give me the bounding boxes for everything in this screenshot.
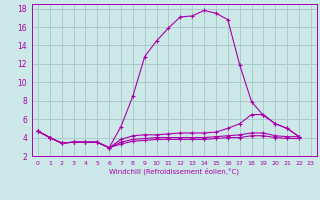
X-axis label: Windchill (Refroidissement éolien,°C): Windchill (Refroidissement éolien,°C) (109, 167, 239, 175)
